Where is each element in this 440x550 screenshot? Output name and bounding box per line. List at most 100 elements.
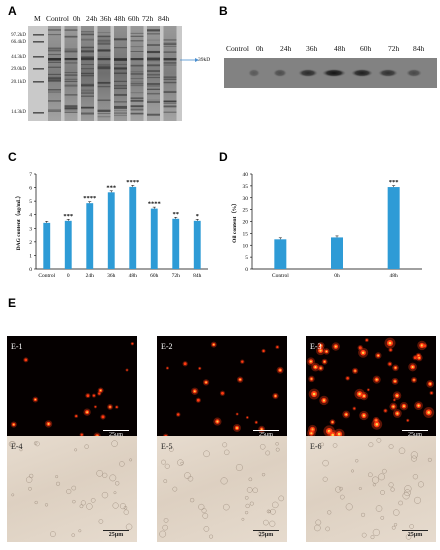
cell	[398, 447, 406, 455]
cell	[269, 508, 276, 515]
gel-protein-band	[81, 38, 94, 41]
cell	[275, 442, 279, 446]
micrograph-e1: E-1 25μm	[7, 336, 137, 442]
gel-protein-band	[81, 112, 94, 115]
cell	[80, 500, 86, 506]
gel-protein-band	[81, 68, 94, 70]
fluorescence-core	[345, 413, 348, 416]
gel-protein-band	[48, 61, 61, 63]
cell	[249, 501, 254, 506]
chart-d-ytick-label: 0	[245, 267, 248, 273]
fluorescence-core	[312, 392, 316, 396]
cell	[163, 517, 169, 523]
scale-bar-e1: 25μm	[103, 429, 129, 438]
gel-target-band	[64, 58, 78, 61]
gel-protein-band	[163, 105, 177, 108]
gel-lane	[48, 26, 61, 121]
gel-protein-band	[130, 97, 144, 99]
cell	[402, 492, 410, 500]
micrograph-label-e2: E-2	[161, 342, 173, 351]
fluorescence-core	[377, 354, 380, 357]
gel-protein-band	[48, 110, 61, 112]
gel-marker-44kd: 44.3kD	[11, 55, 26, 60]
fluorescence-core	[99, 389, 102, 392]
blot-lane-label-72h: 72h	[388, 44, 400, 53]
fluorescence-core	[47, 422, 50, 425]
blot-lane-label-36h: 36h	[306, 44, 318, 53]
cell	[203, 450, 210, 458]
brightfield-cells-e6	[314, 437, 432, 540]
gel-lane-label-72h: 72h	[142, 14, 154, 23]
cell	[368, 472, 373, 478]
cell	[223, 503, 230, 511]
gel-protein-band	[147, 70, 160, 72]
fluorescence-spot	[353, 407, 356, 410]
cell	[414, 496, 422, 504]
gel-protein-band	[130, 51, 144, 52]
cell	[339, 494, 345, 500]
cell	[372, 483, 376, 487]
gel-protein-band	[163, 43, 177, 46]
cell	[391, 525, 396, 530]
cell	[184, 472, 191, 479]
cell	[272, 501, 279, 509]
fluorescence-core	[418, 356, 421, 359]
gel-protein-band	[130, 112, 144, 115]
fluorescence-core	[375, 419, 377, 422]
chart-d-ytick-label: 15	[243, 231, 249, 237]
fluorescence-spot	[126, 369, 128, 371]
gel-protein-band	[147, 32, 160, 35]
fluorescence-core	[309, 360, 312, 363]
cell	[314, 524, 321, 532]
fluorescence-core	[331, 421, 334, 423]
gel-protein-band	[48, 76, 61, 79]
fluorescence-core	[319, 349, 322, 352]
cell	[241, 517, 245, 521]
gel-protein-band	[147, 44, 160, 46]
gel-protein-band	[114, 84, 127, 87]
gel-lane-label-84h: 84h	[158, 14, 170, 23]
gel-protein-band	[64, 48, 78, 50]
gel-protein-band	[97, 113, 111, 115]
fluorescence-core	[213, 343, 215, 346]
fluorescence-core	[314, 366, 317, 369]
cell	[244, 510, 249, 515]
gel-protein-band	[114, 87, 127, 90]
chart-c-category-label: 72h	[172, 273, 181, 279]
chart-c-bar	[107, 192, 115, 269]
gel-protein-band	[163, 42, 177, 44]
fluorescence-spot	[115, 406, 118, 409]
fluorescence-core	[205, 381, 207, 384]
fluorescence-spot	[196, 398, 200, 402]
cell	[33, 441, 38, 445]
chart-c-significance: ****	[83, 195, 96, 202]
gel-protein-band	[81, 91, 94, 94]
fluorescence-spot	[423, 344, 427, 348]
fluorescence-spot	[241, 360, 244, 363]
gel-protein-band	[147, 85, 160, 87]
gel-target-band	[147, 58, 160, 61]
fluorescence-spot	[92, 394, 96, 397]
cell	[55, 481, 61, 486]
brightfield-cells-e4	[8, 440, 133, 538]
gel-protein-band	[147, 39, 160, 41]
gel-protein-band	[147, 51, 160, 54]
gel-protein-band	[130, 73, 144, 75]
cell	[71, 485, 77, 491]
fluorescence-spot	[246, 416, 249, 419]
micrograph-label-e3: E-3	[310, 342, 322, 351]
cell	[268, 510, 271, 513]
gel-protein-band	[48, 49, 61, 52]
gel-band-label: 39kD	[198, 57, 211, 63]
gel-lane	[147, 26, 160, 121]
cell	[427, 457, 432, 462]
gel-marker-band	[33, 56, 44, 58]
fluorescence-core	[274, 395, 277, 397]
gel-protein-band	[97, 66, 111, 68]
chart-d-ytick-label: 10	[243, 243, 249, 249]
gel-protein-band	[97, 49, 111, 51]
fluorescence-core	[311, 428, 314, 431]
gel-lane	[130, 26, 144, 121]
chart-c-bar	[86, 203, 94, 269]
chart-c-bar	[172, 218, 180, 269]
